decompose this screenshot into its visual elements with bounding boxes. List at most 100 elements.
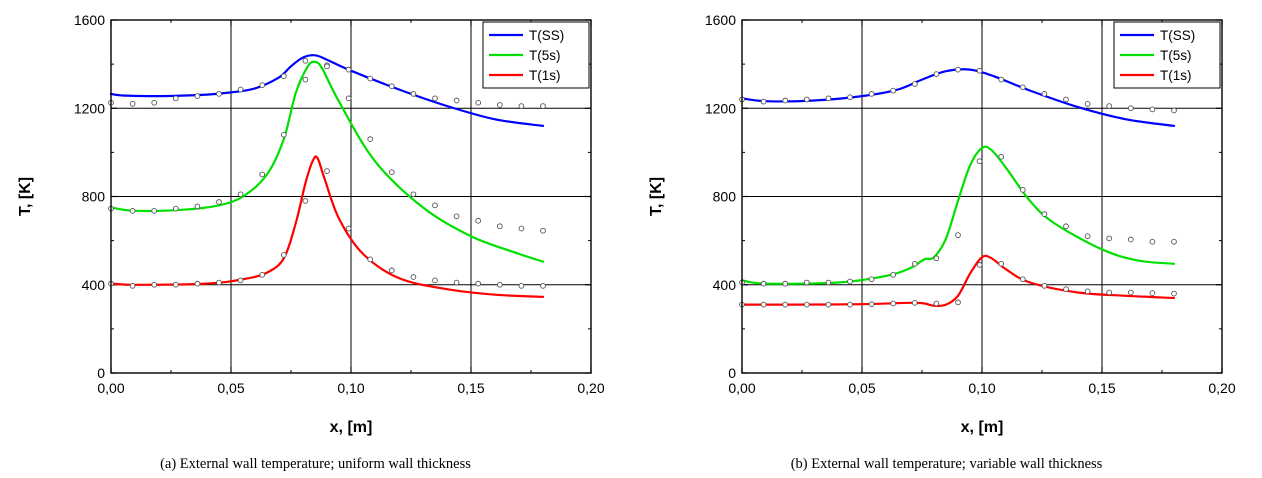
chart-a-marker-top	[129, 100, 136, 107]
chart-b-ytick-label: 800	[713, 189, 737, 205]
chart-a-marker-low	[453, 279, 460, 286]
chart-b-marker-low	[803, 301, 810, 308]
chart-b-marker-top	[1171, 107, 1177, 114]
chart-a-marker-low	[216, 279, 222, 286]
chart-b-xlabel: x, [m]	[961, 419, 1004, 436]
chart-a-marker-mid	[280, 131, 287, 138]
chart-b-marker-mid	[1149, 238, 1156, 245]
chart-a-marker-mid	[388, 169, 395, 176]
chart-b-marker-low	[782, 301, 789, 308]
chart-b-marker-top	[825, 95, 832, 102]
chart-b-marker-mid	[847, 278, 853, 285]
chart-b-series-0-line	[740, 68, 1176, 127]
chart-b-marker-mid	[1171, 238, 1177, 245]
chart-b-marker-top	[782, 97, 789, 104]
chart-a-marker-mid	[367, 136, 374, 142]
chart-a-series-0-line	[109, 54, 545, 127]
chart-b-marker-mid	[1019, 187, 1026, 193]
chart-a-marker-mid	[540, 227, 546, 234]
chart-a-marker-top	[172, 95, 179, 102]
chart-a-marker-top	[388, 83, 395, 90]
chart-a-caption: (a) External wall temperature; uniform w…	[160, 456, 471, 472]
chart-a-xtick-label: 0,10	[337, 380, 364, 396]
chart-a-marker-mid	[216, 199, 222, 205]
chart-b-marker-top	[933, 71, 940, 77]
chart-a-ytick-label: 1200	[74, 100, 105, 116]
chart-a-marker-top	[475, 99, 482, 106]
chart-a-marker-low	[172, 281, 179, 288]
chart-b-marker-mid	[1106, 235, 1113, 242]
chart-a-marker-low	[432, 277, 438, 284]
chart-b-marker-mid	[1084, 233, 1091, 240]
chart-a-marker-low	[237, 277, 244, 284]
chart-panel-b: 0,00 0,05 0,10 0,15 0,20 0 400 800 1200 1600 x, [m…	[631, 0, 1262, 478]
chart-b-marker-low	[1106, 289, 1113, 296]
chart-b-marker-low	[1149, 290, 1156, 296]
chart-b-plot-frame	[741, 19, 1223, 374]
chart-a-marker-mid	[194, 203, 201, 210]
chart-b-ytick-label: 1200	[705, 100, 736, 116]
chart-b-ylabel: T, [K]	[648, 177, 665, 216]
chart-a-marker-mid	[151, 207, 158, 214]
chart-a-legend-label: T(5s)	[529, 48, 561, 63]
chart-a-series-1-line	[109, 60, 545, 263]
chart-a-marker-low	[388, 267, 395, 274]
chart-b-marker-top	[760, 98, 767, 105]
chart-b-legend-label: T(SS)	[1160, 28, 1195, 43]
chart-b-marker-mid	[998, 153, 1005, 160]
chart-a-marker-mid	[172, 205, 179, 212]
chart-a-marker-mid	[259, 171, 266, 178]
chart-b-marker-low	[1019, 276, 1026, 283]
chart-b-marker-low	[1127, 289, 1134, 296]
chart-a-marker-low	[475, 280, 482, 287]
chart-b-series-2-line	[740, 254, 1176, 307]
chart-a-ytick-label: 1600	[74, 12, 105, 28]
chart-a-marker-low	[518, 283, 525, 289]
chart-b-marker-top	[911, 81, 918, 87]
chart-a-marker-mid	[345, 95, 352, 102]
chart-a-marker-mid	[129, 207, 136, 214]
chart-b-marker-mid	[1041, 211, 1048, 218]
chart-b-marker-low	[911, 299, 918, 306]
chart-a-ylabel: T, [K]	[17, 177, 34, 216]
chart-a-ytick-label: 0	[97, 365, 105, 381]
chart-a-xtick-label: 0,00	[97, 380, 124, 396]
chart-b-xtick-label: 0,00	[728, 380, 755, 396]
chart-a-marker-top	[410, 91, 417, 97]
chart-a-marker-top	[302, 57, 309, 64]
chart-a-xtick-label: 0,15	[457, 380, 484, 396]
chart-a-marker-mid	[237, 191, 244, 198]
chart-b-marker-mid	[955, 232, 961, 238]
chart-b-marker-low	[1041, 283, 1048, 289]
chart-b-marker-top	[976, 67, 983, 74]
chart-a-marker-low	[280, 252, 287, 258]
chart-a-marker-mid	[432, 202, 438, 209]
chart-a-xtick-label: 0,20	[577, 380, 604, 396]
chart-b-marker-low	[847, 301, 853, 308]
chart-b-marker-low	[998, 260, 1005, 267]
chart-a-marker-mid	[302, 76, 309, 83]
chart-b-marker-mid	[911, 260, 918, 267]
chart-a-marker-top	[194, 93, 201, 99]
chart-b-xtick-label: 0,20	[1208, 380, 1235, 396]
chart-b-marker-low	[1084, 288, 1091, 295]
chart-a-ytick-label: 400	[82, 277, 106, 293]
chart-a-marker-low	[496, 281, 503, 288]
chart-a-plot-frame	[110, 19, 592, 374]
chart-b-legend-label: T(1s)	[1160, 68, 1192, 83]
chart-panel-a: 0,00 0,05 0,10 0,15 0,20 0 400 800 1200 1600 x, [m…	[17, 12, 605, 472]
chart-b-marker-top	[868, 91, 875, 97]
chart-b-marker-low	[1063, 286, 1069, 293]
chart-a-marker-low	[129, 283, 136, 289]
chart-a-marker-top	[367, 75, 374, 82]
chart-a-marker-mid	[453, 213, 460, 220]
chart-b-legend-label: T(5s)	[1160, 48, 1192, 63]
chart-b-ytick-label: 0	[728, 365, 736, 381]
chart-a-marker-low	[151, 281, 158, 288]
chart-b-marker-top	[1127, 105, 1134, 112]
chart-a-marker-mid	[324, 63, 330, 70]
chart-b-marker-top	[1063, 96, 1069, 103]
chart-b-marker-low	[760, 301, 767, 308]
chart-b-caption: (b) External wall temperature; variable …	[790, 456, 1103, 472]
chart-a-marker-top	[496, 102, 503, 108]
